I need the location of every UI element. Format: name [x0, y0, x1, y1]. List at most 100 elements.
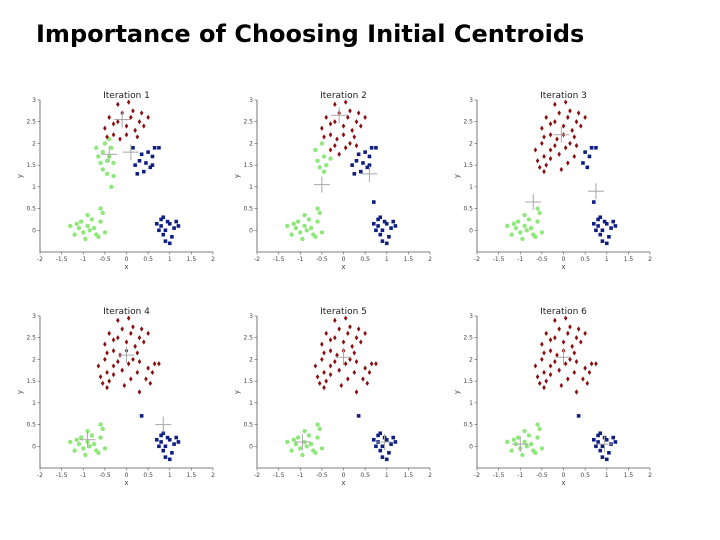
data-point: [315, 422, 320, 427]
x-tick-label: 2: [648, 256, 652, 263]
data-point: [568, 356, 572, 363]
x-axis-label: x: [124, 479, 128, 487]
data-point: [333, 317, 337, 323]
y-tick-label: 1.5: [463, 378, 473, 385]
data-point: [589, 145, 594, 150]
x-tick-label: 1: [385, 472, 389, 479]
data-point: [356, 152, 361, 157]
x-tick-label: -1: [297, 256, 303, 263]
data-point: [572, 134, 577, 140]
data-point: [78, 435, 84, 440]
data-point: [111, 372, 116, 378]
x-tick-label: 0: [125, 472, 129, 479]
data-point: [137, 119, 142, 125]
x-tick-label: 1: [605, 256, 609, 263]
x-tick-label: 0: [562, 472, 566, 479]
data-point: [146, 330, 150, 336]
data-point: [159, 217, 163, 222]
data-point: [107, 330, 111, 336]
data-point: [555, 352, 559, 358]
data-point: [359, 123, 363, 129]
slide-title: Importance of Choosing Initial Centroids: [36, 20, 585, 48]
data-point: [520, 236, 525, 242]
data-point: [328, 121, 333, 127]
data-point: [350, 163, 354, 167]
data-point: [561, 123, 566, 129]
data-point: [154, 437, 159, 442]
data-point: [159, 224, 163, 228]
data-point: [85, 428, 90, 434]
data-point: [559, 382, 564, 389]
data-point: [371, 437, 376, 442]
y-tick-label: 0.5: [463, 206, 473, 213]
data-point: [363, 114, 367, 120]
data-point: [596, 217, 600, 222]
data-point: [533, 234, 538, 239]
data-point: [540, 125, 544, 131]
data-point: [167, 457, 172, 462]
data-point: [105, 385, 109, 391]
data-point: [126, 361, 131, 367]
data-point: [107, 114, 111, 120]
data-point: [613, 224, 618, 228]
data-point: [537, 164, 542, 170]
data-point: [596, 440, 600, 444]
data-point: [537, 210, 542, 216]
data-point: [540, 356, 544, 363]
data-point: [313, 234, 318, 239]
data-point: [124, 339, 129, 345]
y-axis-label: y: [18, 390, 24, 394]
x-tick-label: -1.5: [493, 472, 505, 479]
x-tick-label: 0.5: [580, 256, 590, 263]
data-point: [157, 361, 161, 367]
data-point: [572, 369, 577, 376]
scatter-chart: Iteration 4-2 -1.5 -1 -0.5 0 0.5 1 1.5 2x00.511.…: [18, 307, 215, 487]
data-point: [76, 441, 82, 447]
y-tick-label: 2: [32, 356, 36, 363]
data-point: [518, 230, 523, 235]
data-point: [576, 414, 581, 418]
data-point: [594, 145, 598, 150]
y-tick-label: 3: [249, 313, 253, 320]
centroid-marker: [331, 107, 348, 124]
data-point: [391, 435, 396, 440]
data-point: [159, 440, 163, 444]
data-point: [122, 382, 127, 389]
data-point: [348, 140, 352, 147]
data-point: [343, 99, 348, 105]
y-tick-label: 2.5: [243, 335, 253, 342]
data-point: [333, 335, 337, 341]
data-point: [322, 385, 326, 391]
data-point: [354, 335, 359, 341]
data-point: [609, 226, 613, 230]
data-point: [559, 166, 564, 173]
chart-panel-iteration-6: Iteration 6 -2 -1.5 -1 -0.5 0 0.5 1 1.5 2 x 0 0.5 1 1.…: [455, 302, 660, 492]
data-point: [391, 219, 396, 224]
data-point: [137, 335, 142, 341]
data-point: [139, 110, 144, 116]
data-point: [105, 369, 109, 376]
y-tick-label: 3: [32, 313, 36, 320]
data-point: [553, 335, 557, 341]
chart-title: Iteration 5: [320, 307, 367, 317]
data-point: [137, 389, 142, 395]
data-point: [333, 143, 337, 149]
data-point: [557, 326, 561, 332]
data-point: [374, 145, 378, 150]
data-point: [317, 380, 322, 386]
data-point: [324, 378, 328, 384]
data-point: [354, 119, 359, 125]
chart-panel-iteration-1: Iteration 1 -2 -1.5 -1 -0.5 0 0.5 1 1.5 2 x 0 0.5 1 1.…: [18, 86, 223, 276]
data-point: [365, 380, 370, 386]
y-tick-label: 2: [469, 356, 473, 363]
data-point: [563, 361, 568, 367]
y-tick-label: 0.5: [26, 422, 36, 429]
data-point: [371, 221, 376, 226]
data-point: [102, 230, 108, 235]
data-point: [174, 219, 179, 224]
data-point: [321, 169, 327, 174]
data-point: [159, 433, 163, 438]
y-axis-label: y: [18, 174, 24, 178]
data-point: [367, 154, 372, 159]
data-point: [553, 143, 557, 149]
